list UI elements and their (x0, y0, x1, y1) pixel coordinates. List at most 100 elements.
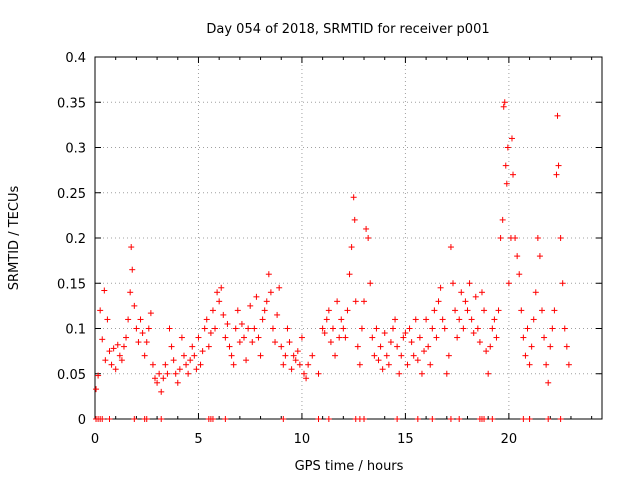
data-point (516, 271, 523, 278)
data-point (224, 320, 231, 327)
data-point (538, 307, 545, 314)
data-point (447, 416, 454, 422)
y-tick-label: 0.2 (65, 232, 86, 247)
data-point (209, 307, 216, 314)
data-point (466, 280, 473, 287)
data-point (180, 352, 187, 359)
data-point (114, 341, 121, 348)
data-point (168, 343, 175, 350)
y-tick-label: 0.3 (65, 142, 86, 157)
data-point (518, 307, 525, 314)
x-tick-label: 20 (501, 432, 518, 447)
data-point (101, 287, 108, 294)
y-tick-label: 0.35 (57, 96, 86, 111)
data-point (245, 325, 252, 332)
data-point (367, 280, 374, 287)
data-point (526, 416, 533, 422)
data-point (389, 325, 396, 332)
data-point (358, 325, 365, 332)
data-point (286, 339, 293, 346)
data-point (327, 339, 334, 346)
y-tick-label: 0.1 (65, 323, 86, 338)
data-point (483, 348, 490, 355)
data-point (452, 307, 459, 314)
data-point (435, 298, 442, 305)
data-point (325, 307, 332, 314)
data-point (222, 334, 229, 341)
data-point (400, 334, 407, 341)
data-point (191, 352, 198, 359)
data-point (139, 330, 146, 337)
data-point (526, 361, 533, 368)
data-point (534, 235, 541, 241)
data-point (340, 325, 347, 332)
data-point (99, 336, 106, 343)
data-point (363, 225, 370, 232)
data-point (545, 416, 552, 422)
data-points (93, 99, 572, 422)
y-tick-label: 0.15 (57, 277, 86, 292)
data-point (319, 325, 326, 332)
data-point (425, 343, 432, 350)
data-point (551, 307, 558, 314)
data-point (416, 334, 423, 341)
data-point (127, 289, 134, 296)
data-point (329, 325, 336, 332)
data-point (421, 348, 428, 355)
data-point (240, 334, 247, 341)
data-point (222, 416, 229, 422)
x-axis-label: GPS time / hours (295, 459, 404, 474)
data-point (445, 352, 452, 359)
data-point (553, 171, 560, 178)
data-point (133, 325, 140, 332)
data-point (549, 325, 556, 332)
data-point (530, 316, 537, 323)
data-point (193, 366, 200, 373)
data-point (97, 307, 104, 314)
data-point (128, 244, 135, 251)
data-point (489, 325, 496, 332)
data-point (485, 370, 492, 377)
data-point (487, 343, 494, 350)
data-point (377, 343, 384, 350)
data-point (520, 416, 527, 422)
data-point (106, 348, 113, 355)
data-point (468, 316, 475, 323)
data-point (216, 298, 223, 305)
data-point (247, 302, 254, 309)
data-point (520, 334, 527, 341)
data-point (158, 416, 165, 422)
data-point (524, 325, 531, 332)
data-point (137, 316, 144, 323)
data-point (228, 352, 235, 359)
data-point (152, 375, 159, 382)
data-point (437, 284, 444, 291)
data-point (164, 370, 171, 377)
data-point (510, 171, 517, 178)
data-point (429, 416, 436, 422)
data-point (383, 352, 390, 359)
data-point (288, 366, 295, 373)
data-point (197, 361, 204, 368)
data-point (118, 357, 125, 364)
data-point (265, 271, 272, 278)
data-point (502, 162, 509, 169)
data-point (280, 361, 287, 368)
data-point (392, 316, 399, 323)
data-point (261, 307, 268, 314)
data-point (315, 416, 322, 422)
data-point (149, 361, 156, 368)
data-point (346, 271, 353, 278)
data-point (249, 339, 256, 346)
plot-frame (94, 56, 603, 420)
data-point (116, 352, 123, 359)
data-point (214, 289, 221, 296)
data-point (158, 388, 165, 395)
data-point (207, 330, 214, 337)
data-point (104, 316, 111, 323)
data-point (93, 386, 100, 393)
data-point (441, 325, 448, 332)
data-point (236, 339, 243, 346)
data-point (187, 357, 194, 364)
data-point (427, 361, 434, 368)
